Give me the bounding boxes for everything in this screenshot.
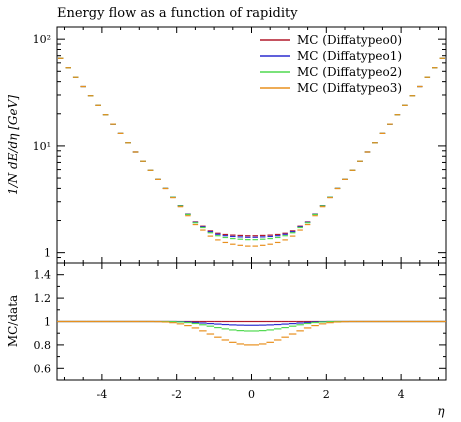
legend-label: MC (Diffatypeo2) (297, 65, 402, 79)
ratio-panel-ticks: -4 -2 0 2 4 0.6 0.8 1 1.2 1.4 (34, 262, 446, 401)
ratio-y-tick-label: 1 (44, 316, 51, 329)
x-tick-label: -2 (171, 388, 182, 401)
legend-label: MC (Diffatypeo3) (297, 81, 402, 95)
x-axis-label: η (437, 404, 445, 418)
x-tick-label: 2 (323, 388, 330, 401)
ratio-y-axis-label: MC/data (6, 295, 20, 347)
chart-title: Energy flow as a function of rapidity (57, 6, 298, 21)
top-panel-series (58, 57, 445, 247)
ratio-y-tick-label: 1.4 (34, 269, 52, 282)
top-y-tick-label: 1 (44, 247, 51, 260)
top-y-tick-label: 10² (33, 33, 51, 46)
ratio-y-tick-label: 0.6 (34, 362, 52, 375)
x-tick-label: 4 (398, 388, 405, 401)
ratio-panel-series (57, 320, 446, 346)
top-panel-ticks: 1 10¹ 10² (33, 27, 446, 264)
ratio-y-tick-label: 1.2 (34, 292, 52, 305)
x-tick-label: -4 (97, 388, 108, 401)
legend: MC (Diffatypeo0) MC (Diffatypeo1) MC (Diff… (260, 33, 402, 95)
top-y-axis-label: 1/N dE/dη [GeV] (6, 95, 20, 195)
ratio-y-tick-label: 0.8 (34, 339, 52, 352)
legend-label: MC (Diffatypeo1) (297, 49, 402, 63)
legend-label: MC (Diffatypeo0) (297, 33, 402, 47)
x-tick-label: 0 (248, 388, 255, 401)
top-y-tick-label: 10¹ (33, 140, 51, 153)
